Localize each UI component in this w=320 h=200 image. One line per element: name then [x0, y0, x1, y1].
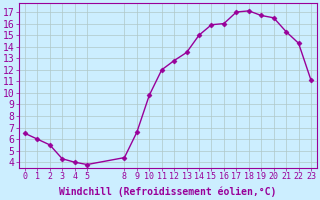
X-axis label: Windchill (Refroidissement éolien,°C): Windchill (Refroidissement éolien,°C) — [59, 187, 277, 197]
